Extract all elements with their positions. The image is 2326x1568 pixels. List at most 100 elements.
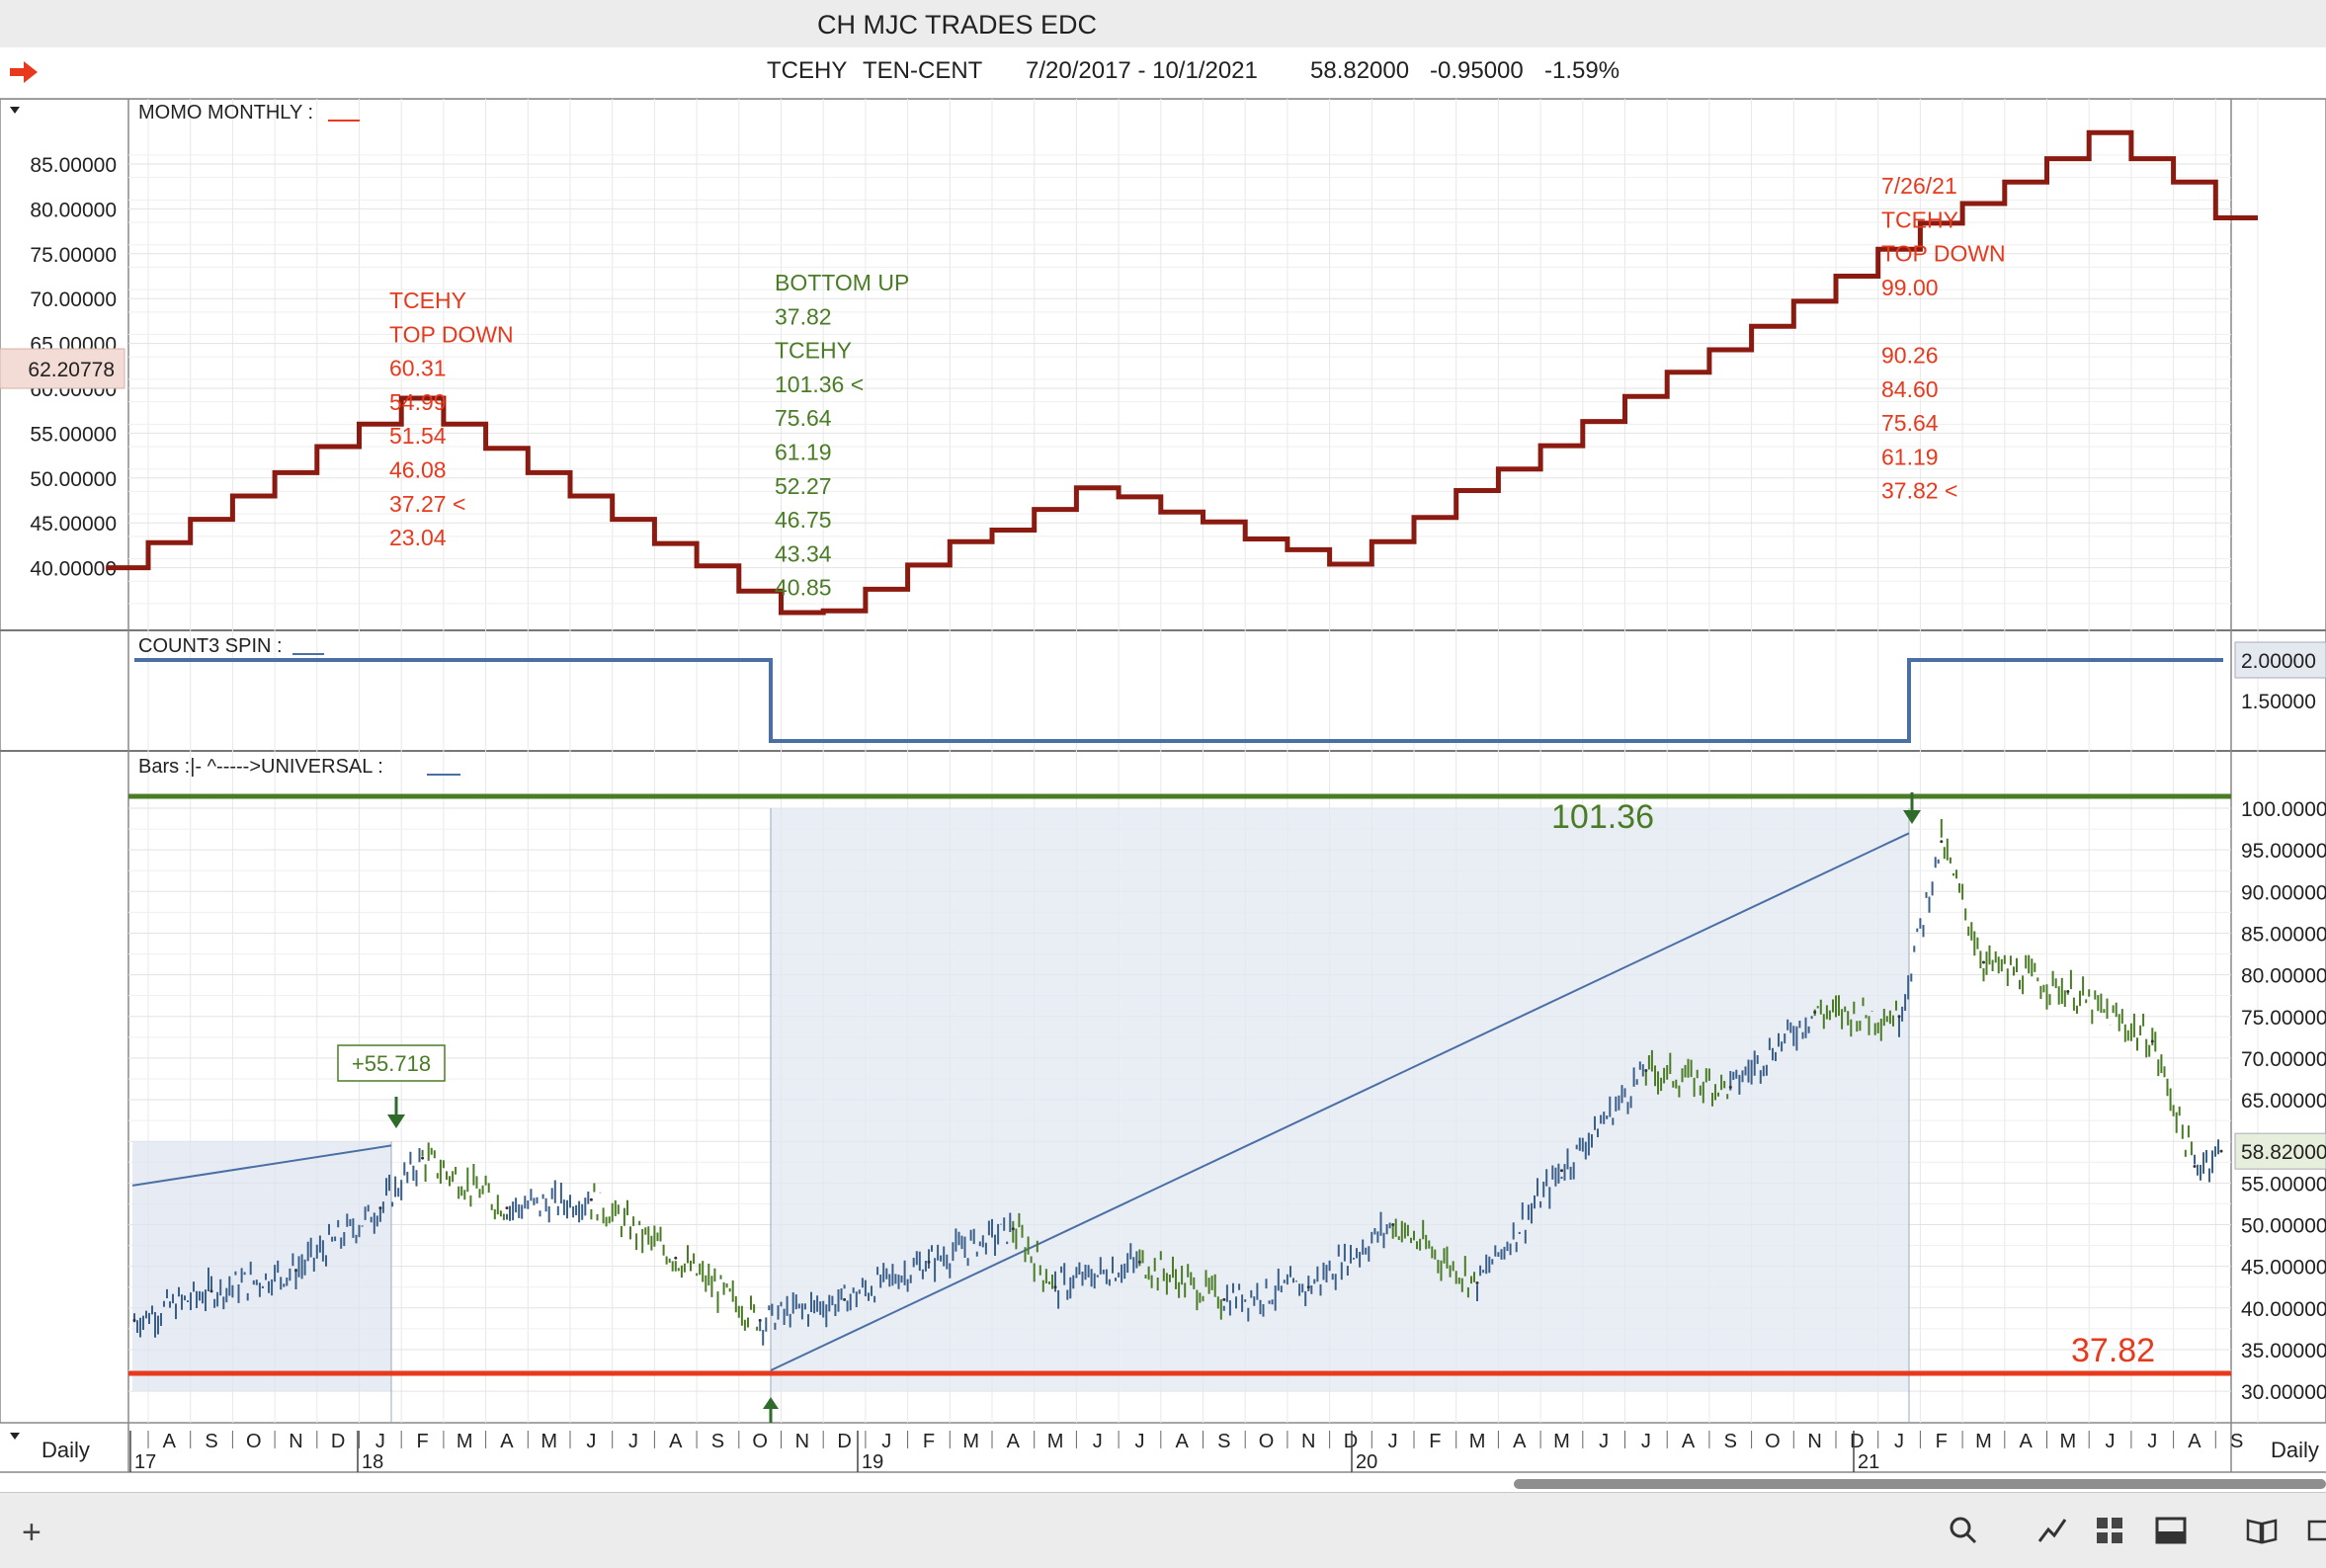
- topdown-annotation: 99.00: [1881, 275, 1939, 300]
- bottomup-annotation: TCEHY: [775, 338, 852, 364]
- price-tick-label: 80.00000: [2241, 965, 2326, 988]
- month-label: S: [2230, 1431, 2243, 1452]
- month-label: O: [752, 1431, 768, 1452]
- topdown-annotation: TCEHY: [1881, 206, 1958, 232]
- book-icon[interactable]: [2245, 1514, 2279, 1547]
- price-bar-segment: [1476, 1163, 1560, 1301]
- price-point: [132, 1318, 136, 1322]
- price-point: [1940, 840, 1944, 844]
- price-panel-label: Bars :|- ^----->UNIVERSAL :: [138, 756, 383, 778]
- month-label: M: [1469, 1431, 1486, 1452]
- trend-line: [770, 832, 1910, 1371]
- momo-tick-label: 50.00000: [30, 468, 117, 491]
- add-panel-icon[interactable]: +: [22, 1514, 42, 1551]
- price-bar-segment: [210, 1253, 294, 1310]
- month-label: A: [2188, 1431, 2201, 1452]
- month-label: D: [331, 1431, 345, 1452]
- grid-icon[interactable]: [2093, 1514, 2126, 1547]
- momo-step-line: [106, 129, 2258, 616]
- price-bar-segment: [506, 1180, 590, 1223]
- month-label: M: [457, 1431, 473, 1452]
- price-bar-segment: [133, 1267, 209, 1338]
- price-bar-segment: [928, 1212, 1012, 1282]
- price-point: [1813, 1011, 1817, 1014]
- month-label: S: [1724, 1431, 1737, 1452]
- high-level-label: 101.36: [1551, 798, 1654, 836]
- month-label: A: [1007, 1431, 1021, 1452]
- count-tick-label: 1.50000: [2241, 691, 2316, 713]
- month-label: J: [2106, 1431, 2116, 1452]
- shaded-region: [132, 1141, 391, 1392]
- price-bar-segment: [1898, 857, 1940, 1037]
- price-point: [378, 1206, 382, 1210]
- price-point: [674, 1256, 678, 1260]
- month-label: M: [2060, 1431, 2077, 1452]
- gain-box-label: +55.718: [352, 1051, 431, 1076]
- price-bar-segment: [2151, 1028, 2193, 1157]
- month-label: N: [1807, 1431, 1821, 1452]
- price-tick-label: 40.00000: [2241, 1298, 2326, 1321]
- bottomup-annotation: 52.27: [775, 473, 832, 499]
- price-bar-segment: [2066, 969, 2151, 1058]
- count-value-badge: [2234, 641, 2326, 679]
- topdown-annotation: 7/26/21: [1881, 173, 1957, 199]
- price-point: [843, 1297, 847, 1301]
- horizontal-scrollbar[interactable]: [1514, 1479, 2326, 1489]
- price-tick-label: 75.00000: [2241, 1007, 2326, 1030]
- price-bar-segment: [1560, 1061, 1644, 1181]
- momo-tick-label: 55.00000: [30, 423, 117, 446]
- topdown-annotation: 84.60: [1881, 376, 1939, 402]
- symbol-info-row: TCEHY TEN-CENT 7/20/2017 - 10/1/2021 58.…: [0, 47, 2326, 100]
- price-point: [1644, 1069, 1648, 1072]
- price-point: [1897, 1015, 1901, 1019]
- momo-tick-label: 40.00000: [30, 558, 117, 581]
- price-point: [1306, 1285, 1310, 1289]
- month-label: A: [1513, 1431, 1527, 1452]
- price-point: [1137, 1260, 1141, 1264]
- price-point: [2193, 1165, 2197, 1168]
- bottomup-annotation: BOTTOM UP: [775, 270, 909, 295]
- last-price-label: 58.82000: [2241, 1141, 2326, 1164]
- topdown-annotation: 37.82 <: [1881, 478, 1957, 504]
- momo-tick-label: 85.00000: [30, 154, 117, 177]
- price-point: [209, 1289, 213, 1293]
- panel-layout-icon[interactable]: [2154, 1514, 2188, 1547]
- price-tick-label: 70.00000: [2241, 1048, 2326, 1071]
- count-value-label: 2.00000: [2241, 650, 2316, 673]
- topdown-annotation: TOP DOWN: [389, 321, 514, 347]
- price-bar-segment: [1813, 995, 1897, 1041]
- topdown-annotation: 75.64: [1881, 410, 1939, 436]
- price-point: [1391, 1223, 1395, 1226]
- topdown-annotation: 46.08: [389, 457, 447, 483]
- price-tick-label: 35.00000: [2241, 1340, 2326, 1362]
- price-point: [1475, 1281, 1479, 1284]
- price-bar-segment: [1729, 1016, 1813, 1095]
- month-label: D: [837, 1431, 851, 1452]
- top-arrow-icon: [1903, 810, 1921, 824]
- mail-icon[interactable]: [2302, 1514, 2326, 1547]
- month-label: J: [1134, 1431, 1144, 1452]
- bottomup-annotation: 37.82: [775, 303, 832, 329]
- draw-line-icon[interactable]: [2035, 1514, 2069, 1547]
- topdown-annotation: 61.19: [1881, 444, 1939, 469]
- price-point: [758, 1318, 762, 1322]
- price-bar-segment: [1982, 945, 2066, 1010]
- red-arrow-icon[interactable]: [10, 59, 40, 85]
- momo-tick-label: 65.00000: [30, 334, 117, 357]
- month-label: D: [1344, 1431, 1358, 1452]
- symbol-text: TCEHY: [767, 57, 848, 84]
- year-label: 17: [134, 1451, 156, 1473]
- momo-tick-label: 45.00000: [30, 513, 117, 536]
- low-level-label: 37.82: [2071, 1332, 2155, 1369]
- price-bar-segment: [1012, 1212, 1053, 1292]
- momo-highlight-value: 62.20778: [28, 359, 115, 381]
- price-tick-label: 60.00000: [2241, 1131, 2326, 1154]
- price-point: [589, 1197, 593, 1201]
- month-label: J: [2147, 1431, 2157, 1452]
- top-arrow-icon: [387, 1114, 405, 1128]
- search-icon[interactable]: [1947, 1514, 1980, 1547]
- month-label: J: [628, 1431, 638, 1452]
- dropdown-icon: [10, 1433, 20, 1440]
- month-label: A: [1682, 1431, 1696, 1452]
